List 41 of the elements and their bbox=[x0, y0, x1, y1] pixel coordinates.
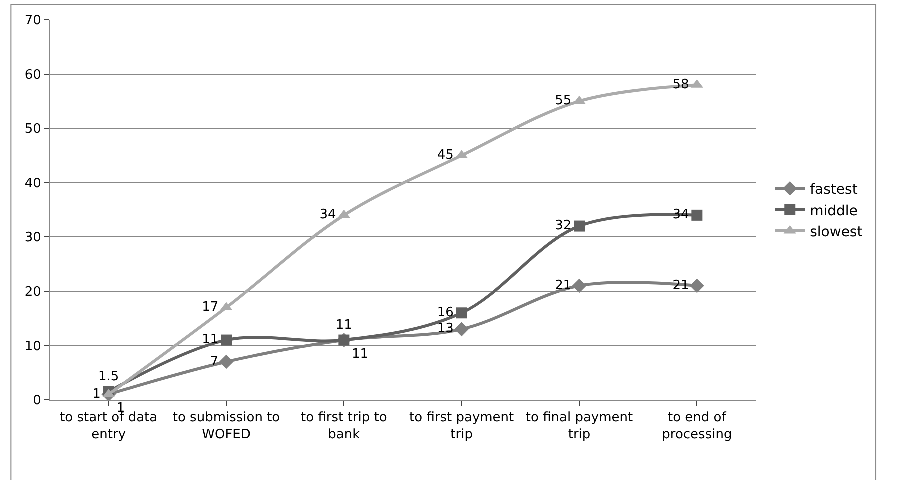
y-tick-label: 50 bbox=[24, 122, 42, 138]
point bbox=[690, 278, 704, 294]
data-label: 32 bbox=[555, 218, 572, 234]
data-label: 1.5 bbox=[98, 370, 120, 385]
point bbox=[456, 308, 468, 319]
y-tick-label: 60 bbox=[24, 68, 42, 83]
data-label: 17 bbox=[202, 300, 219, 315]
data-label: 34 bbox=[672, 208, 690, 223]
y-tick-label: 40 bbox=[24, 176, 42, 192]
y-tick-label: 10 bbox=[24, 339, 42, 354]
legend-label: fastest bbox=[810, 182, 858, 198]
data-label: 13 bbox=[437, 322, 454, 337]
data-label: 34 bbox=[320, 208, 336, 223]
point bbox=[692, 210, 703, 221]
data-label: 58 bbox=[672, 77, 690, 92]
y-tick-label: 0 bbox=[33, 394, 42, 409]
point bbox=[454, 322, 469, 337]
y-tick-label: 20 bbox=[24, 284, 42, 300]
data-label: 55 bbox=[555, 94, 572, 109]
x-tick-label: to submission to WOFED bbox=[172, 410, 280, 442]
x-tick-label: to first payment trip bbox=[410, 410, 514, 442]
legend-label: slowest bbox=[810, 224, 864, 240]
x-tick-label: to final payment trip bbox=[526, 410, 634, 442]
data-label: 11 bbox=[352, 346, 369, 362]
x-tick-label: to first trip to bank bbox=[301, 410, 388, 442]
data-label: 21 bbox=[672, 278, 690, 294]
point bbox=[572, 278, 587, 294]
data-label: 21 bbox=[555, 278, 572, 294]
point bbox=[219, 354, 234, 370]
data-label: 11 bbox=[202, 332, 219, 348]
data-label: 7 bbox=[210, 354, 219, 370]
data-label: 45 bbox=[437, 148, 454, 163]
x-tick-label: to end of processing bbox=[662, 410, 732, 442]
y-tick-label: 30 bbox=[24, 230, 42, 246]
point bbox=[574, 220, 585, 232]
data-label: 16 bbox=[437, 305, 454, 320]
y-tick-label: 70 bbox=[24, 14, 42, 29]
legend-label: middle bbox=[810, 203, 858, 220]
point bbox=[221, 334, 232, 346]
data-label: 1 bbox=[92, 386, 101, 402]
data-label: 11 bbox=[336, 318, 352, 334]
